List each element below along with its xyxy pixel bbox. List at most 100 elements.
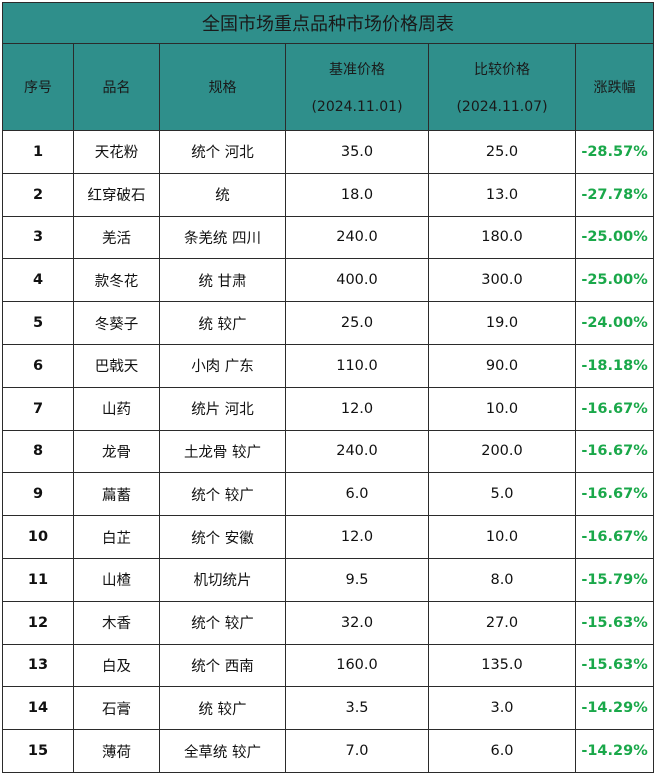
base-price: 18.0 [285,172,429,217]
header-base-date: (2024.11.01) [311,99,403,115]
compare-price: 19.0 [428,301,576,345]
compare-price: 300.0 [428,258,576,303]
price-change: -16.67% [574,386,655,431]
product-name: 薄荷 [73,729,160,773]
row-number: 7 [2,386,74,431]
base-price: 3.5 [285,686,429,731]
price-change: -16.67% [574,472,655,517]
product-spec: 统个 西南 [159,643,286,688]
price-change: -14.29% [574,686,655,731]
compare-price: 8.0 [428,557,576,602]
base-price: 110.0 [285,343,429,388]
product-spec: 统 较广 [159,301,286,345]
table-row: 3 羌活 条羌统 四川 240.0 180.0 -25.00% [2,215,655,260]
base-price: 160.0 [285,643,429,688]
price-change: -25.00% [574,258,655,303]
row-number: 1 [2,130,74,174]
table-row: 14 石膏统 较广 3.5 3.0 -14.29% [2,686,655,731]
row-number: 15 [2,729,74,773]
product-spec: 统个 河北 [159,130,286,174]
base-price: 32.0 [285,600,429,645]
base-price: 6.0 [285,472,429,517]
table-row: 4 款冬花统 甘肃 400.0 300.0 -25.00% [2,258,655,303]
product-spec: 统 [159,172,286,217]
product-name: 款冬花 [73,258,160,303]
row-number: 8 [2,429,74,474]
row-number: 4 [2,258,74,303]
table-row: 5 冬葵子统 较广 25.0 19.0 -24.00% [2,301,655,345]
product-name: 白芷 [73,515,160,559]
product-name: 白及 [73,643,160,688]
product-name: 天花粉 [73,130,160,174]
compare-price: 10.0 [428,386,576,431]
table-body: 1 天花粉 统个 河北 35.0 25.0 -28.57% 2 红穿破石统 18.0 13.0 -2… [2,130,655,773]
header-compare-price: 比较价格 (2024.11.07) [428,43,576,131]
price-change: -15.63% [574,643,655,688]
row-number: 6 [2,343,74,388]
price-change: -16.67% [574,515,655,559]
product-name: 木香 [73,600,160,645]
compare-price: 3.0 [428,686,576,731]
base-price: 12.0 [285,515,429,559]
compare-price: 180.0 [428,215,576,260]
compare-price: 27.0 [428,600,576,645]
row-number: 5 [2,301,74,345]
product-name: 山楂 [73,557,160,602]
compare-price: 13.0 [428,172,576,217]
product-spec: 统片 河北 [159,386,286,431]
base-price: 25.0 [285,301,429,345]
table-row: 11 山楂 机切统片 9.5 8.0 -15.79% [2,557,655,602]
product-name: 石膏 [73,686,160,731]
price-change: -14.29% [574,729,655,773]
header-base-price: 基准价格 (2024.11.01) [285,43,429,131]
product-name: 冬葵子 [73,301,160,345]
compare-price: 25.0 [428,130,576,174]
header-base-label: 基准价格 [329,62,385,78]
table-row: 1 天花粉 统个 河北 35.0 25.0 -28.57% [2,130,655,174]
product-spec: 条羌统 四川 [159,215,286,260]
compare-price: 200.0 [428,429,576,474]
table-title: 全国市场重点品种市场价格周表 [1,2,655,44]
price-change: -15.63% [574,600,655,645]
price-change: -15.79% [574,557,655,602]
product-name: 红穿破石 [73,172,160,217]
header-spec: 规格 [159,43,286,131]
price-change: -28.57% [574,130,655,174]
row-number: 14 [2,686,74,731]
table-row: 6 巴戟天 小肉 广东 110.0 90.0 -18.18% [2,343,655,388]
row-number: 13 [2,643,74,688]
product-name: 龙骨 [73,429,160,474]
product-spec: 统个 较广 [159,600,286,645]
table-row: 10 白芷 统个 安徽 12.0 10.0 -16.67% [2,515,655,559]
compare-price: 90.0 [428,343,576,388]
compare-price: 135.0 [428,643,576,688]
base-price: 240.0 [285,215,429,260]
product-spec: 统个 较广 [159,472,286,517]
product-spec: 小肉 广东 [159,343,286,388]
table-row: 15 薄荷 全草统 较广 7.0 6.0 -14.29% [2,729,655,773]
table-row: 7 山药 统片 河北 12.0 10.0 -16.67% [2,386,655,431]
row-number: 10 [2,515,74,559]
compare-price: 6.0 [428,729,576,773]
table-row: 12 木香 统个 较广 32.0 27.0 -15.63% [2,600,655,645]
row-number: 3 [2,215,74,260]
price-change: -24.00% [574,301,655,345]
base-price: 7.0 [285,729,429,773]
compare-price: 10.0 [428,515,576,559]
price-change: -16.67% [574,429,655,474]
table-row: 2 红穿破石统 18.0 13.0 -27.78% [2,172,655,217]
base-price: 400.0 [285,258,429,303]
price-change: -25.00% [574,215,655,260]
product-spec: 土龙骨 较广 [159,429,286,474]
price-change: -18.18% [574,343,655,388]
row-number: 11 [2,557,74,602]
header-change: 涨跌幅 [574,43,655,131]
row-number: 2 [2,172,74,217]
product-name: 萹蓄 [73,472,160,517]
product-spec: 机切统片 [159,557,286,602]
header-compare-date: (2024.11.07) [456,99,548,115]
base-price: 35.0 [285,130,429,174]
base-price: 240.0 [285,429,429,474]
product-name: 山药 [73,386,160,431]
